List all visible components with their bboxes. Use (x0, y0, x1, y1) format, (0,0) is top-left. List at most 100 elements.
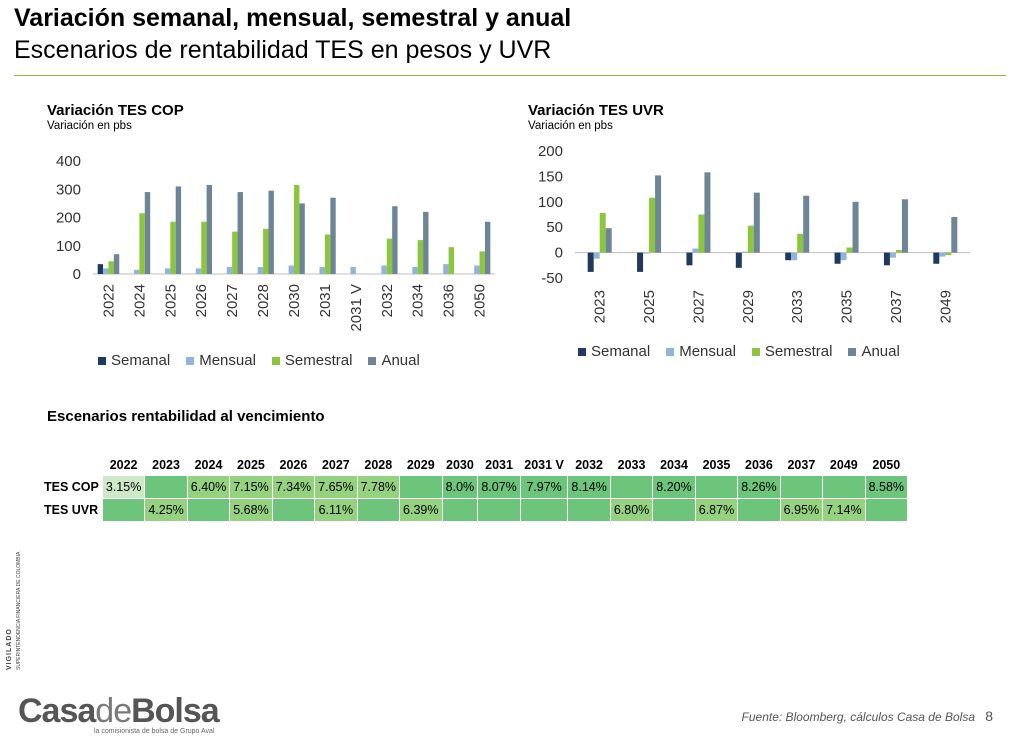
chart-cop-legend-swatch (271, 356, 280, 365)
chart-uvr-bar-semanal (637, 252, 644, 272)
chart-cop-subtitle: Variación en pbs (47, 120, 132, 132)
yield-table-cell: 8.20% (652, 475, 696, 499)
chart-cop-bar-mensual (412, 266, 418, 274)
chart-cop-legend-item: Semanal (98, 352, 170, 369)
chart-cop-xtick: 2028 (255, 284, 272, 317)
chart-uvr-bar-semestral (698, 214, 705, 253)
page-subtitle: Escenarios de rentabilidad TES en pesos … (14, 36, 552, 64)
title-divider (14, 75, 1006, 76)
chart-uvr-bar-semestral (895, 250, 902, 253)
chart-cop-bar-semestral (232, 231, 238, 274)
chart-uvr-xtick: 2023 (592, 290, 609, 323)
chart-cop-ytick: 400 (56, 153, 81, 170)
chart-cop-legend-item: Anual (368, 352, 420, 369)
chart-cop-xtick: 2030 (286, 284, 303, 317)
yield-table-cell: 7.14% (822, 498, 866, 522)
yield-table-cell (101, 498, 146, 522)
chart-cop-bar-semestral (448, 247, 455, 274)
vigilado-sub-label: SUPERINTENDENCIA FINANCIERA DE COLOMBIA (16, 551, 22, 670)
yield-table-cell (779, 475, 824, 499)
chart-cop-bar-anual (113, 254, 120, 274)
chart-cop-ytick: 100 (56, 238, 81, 255)
chart-uvr-legend-swatch (578, 347, 586, 356)
chart-uvr-bar-semanal (686, 252, 693, 266)
chart-uvr-legend-item: Mensual (666, 343, 736, 360)
yield-table-column-header: 2029 (406, 458, 435, 472)
chart-uvr-bar-semestral (945, 252, 952, 256)
yield-table-cell (441, 498, 479, 522)
chart-cop-ytick: 200 (56, 210, 81, 227)
chart-cop-bar-semestral (294, 185, 300, 274)
yield-table-cell: 8.58% (864, 475, 909, 499)
chart-uvr-legend-item: Semestral (751, 343, 832, 360)
page-title: Variación semanal, mensual, semestral y … (14, 4, 572, 32)
yield-table-cell (399, 475, 443, 499)
chart-uvr-bar-semestral (747, 225, 754, 253)
chart-uvr-bar-semestral (797, 233, 804, 253)
yield-table-column-header: 2031 (485, 458, 513, 472)
chart-uvr-legend-swatch (848, 347, 857, 356)
chart-cop-bar-semestral (417, 240, 424, 274)
yield-table-cell (864, 498, 909, 522)
chart-cop-xtick: 2031 (317, 284, 334, 317)
chart-cop-bar-semestral (139, 213, 145, 274)
yield-table-cell: 6.95% (779, 498, 824, 522)
chart-uvr-legend: Semanal Mensual Semestral Anual (578, 343, 900, 360)
chart-uvr-legend-label: Mensual (679, 343, 736, 360)
yield-table-cell: 6.87% (694, 498, 739, 522)
chart-cop-bar-semestral (324, 234, 331, 274)
chart-cop-bar-semestral (386, 238, 393, 274)
yield-table-cell (694, 475, 739, 499)
chart-uvr-legend-label: Semanal (591, 343, 651, 360)
chart-uvr-xtick: 2037 (888, 290, 905, 323)
chart-cop-legend-label: Semestral (284, 352, 353, 369)
yield-table-column-header: 2024 (194, 458, 223, 472)
source-note: Fuente: Bloomberg, cálculos Casa de Bols… (741, 710, 975, 724)
chart-uvr-subtitle: Variación en pbs (528, 120, 613, 132)
chart-uvr-legend-item: Anual (848, 343, 900, 360)
chart-cop-bar-semestral (263, 228, 269, 274)
chart-cop-bar-mensual (195, 268, 202, 274)
yield-table-column-header: 2033 (617, 458, 646, 472)
yield-table-cell: 6.80% (609, 498, 654, 522)
chart-uvr-bar-anual (655, 175, 662, 253)
chart-cop-bar-mensual (103, 268, 109, 274)
yield-table-column-header: 2050 (872, 458, 901, 472)
chart-uvr-xtick: 2035 (839, 290, 856, 323)
chart-cop-bar-mensual (319, 266, 325, 274)
chart-cop-legend-swatch (98, 356, 106, 365)
yield-table-column-header: 2036 (745, 458, 773, 472)
chart-uvr-bar-anual (605, 228, 612, 253)
chart-cop-bar-semanal (97, 264, 104, 274)
chart-cop-ytick: 0 (73, 266, 81, 283)
yield-table-cell: 7.15% (229, 475, 273, 499)
chart-uvr-bar-semanal (834, 252, 841, 264)
chart-cop-legend-item: Mensual (186, 352, 256, 369)
casa-de-bolsa-logo: CasadeBolsa (18, 692, 220, 730)
chart-cop-bar-semestral (479, 251, 485, 274)
chart-cop-bar-mensual (474, 265, 480, 274)
chart-cop-xtick: 2027 (224, 284, 241, 317)
chart-cop-legend: Semanal Mensual Semestral Anual (98, 352, 420, 369)
chart-uvr-bar-mensual (692, 248, 699, 253)
chart-uvr-legend-swatch (751, 347, 760, 356)
yield-table: 2022 2023 2024 2025 2026 2027 2028 2029 2030 2031… (42, 455, 909, 522)
chart-uvr-ytick: 200 (538, 143, 563, 160)
table-row: TES UVR 4.25% 5.68% 6.11% 6.39% 6.80% 6.87% 6.9… (42, 498, 909, 522)
table-row: TES COP 3.15% 6.40% 7.15% 7.34% 7.65% 7.78% 8.0… (42, 475, 909, 499)
chart-cop-bar-mensual (226, 266, 233, 274)
chart-cop-legend-item: Semestral (271, 352, 353, 369)
yield-table-column-header: 2031 V (524, 458, 564, 472)
chart-uvr-bar-mensual (643, 252, 650, 254)
chart-uvr-bar-anual (951, 217, 958, 253)
chart-uvr-xtick: 2033 (789, 290, 806, 323)
yield-table-cell: 7.97% (519, 475, 569, 499)
yield-table-corner (42, 455, 102, 476)
chart-uvr-bar-mensual (791, 252, 798, 261)
chart-uvr-bar-anual (901, 199, 908, 253)
chart-uvr-bar-anual (803, 195, 810, 253)
chart-cop-xtick: 2032 (379, 284, 396, 317)
chart-uvr-bar-mensual (593, 252, 600, 259)
chart-cop-xtick: 2024 (131, 284, 148, 317)
chart-cop-bar-mensual (257, 266, 264, 274)
